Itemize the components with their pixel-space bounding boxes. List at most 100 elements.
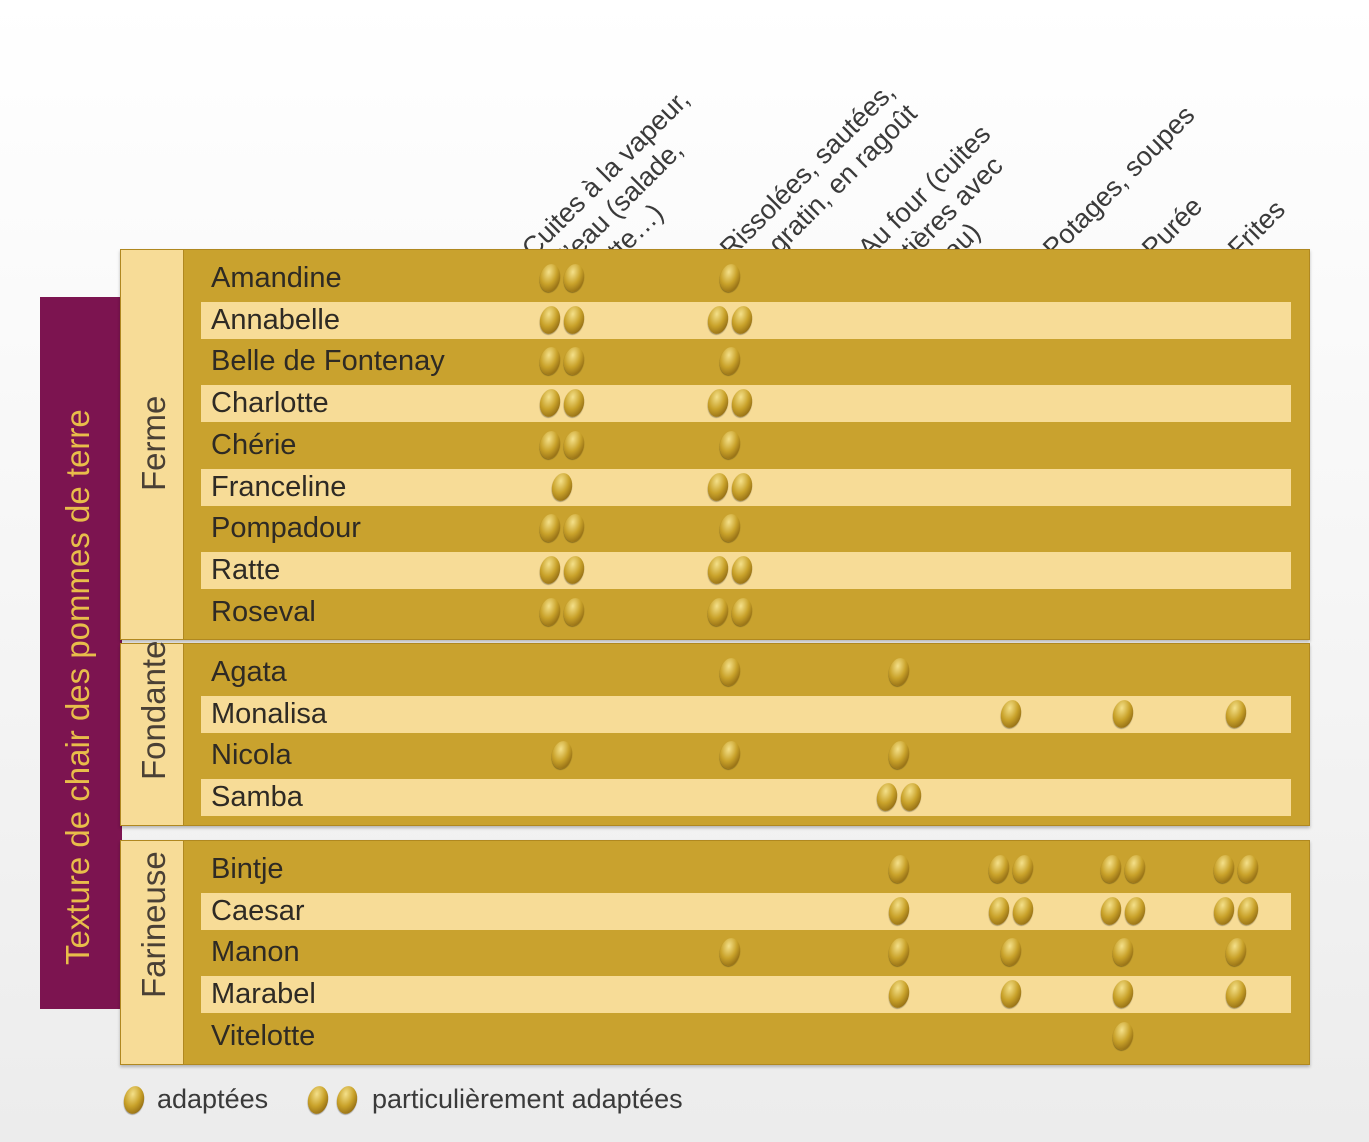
potato-icon [549,739,575,772]
group-label-cell: Ferme [121,250,184,640]
variety-name: Monalisa [211,697,328,730]
table-row: Franceline [201,468,1291,506]
potato-icon [561,429,587,461]
potato-icon [537,303,563,336]
potato-icon [537,595,563,628]
potato-icon [561,512,587,544]
potato-icon [998,697,1024,730]
potato-icon [561,387,587,419]
potato-icon [898,781,924,813]
potato-icon [1122,853,1148,885]
potato-icon [1122,894,1148,927]
potato-icon [1110,697,1136,730]
potato-icon [729,470,755,503]
potato-icon [886,853,912,885]
potato-icon [121,1084,147,1116]
potato-icon [986,894,1012,927]
legend-single-label: adaptées [157,1084,269,1114]
potato-icon [1223,697,1249,730]
potato-icon [717,429,743,461]
potato-icon [886,894,912,927]
variety-name: Caesar [211,894,305,927]
potato-icon [1211,894,1237,927]
potato-icon [729,303,755,336]
potato-icon [1235,853,1261,885]
group-label: Ferme [135,395,172,491]
table-row: Vitelotte [201,1018,1291,1055]
table-row: Caesar [201,892,1291,930]
texture-side-bar [40,297,122,1009]
group-label: Farineuse [135,851,172,999]
variety-name: Marabel [211,978,316,1011]
variety-name: Chérie [211,428,297,461]
potato-icon [1223,978,1249,1010]
group-label-cell: Fondante [121,640,184,825]
variety-name: Nicola [211,739,292,772]
potato-icon [1110,1020,1136,1052]
potato-icon [729,554,755,586]
potato-icon [537,512,563,544]
potato-icon [729,387,755,419]
table-row: Annabelle [201,301,1291,339]
group-farineuse: Farineuse Bintje Caesar Manon Marabel Vitelot… [120,840,1310,1065]
table-row: Agata [201,654,1291,691]
potato-icon [537,387,563,419]
table-row: Nicola [201,737,1291,774]
potato-icon [729,595,755,628]
variety-name: Annabelle [211,303,340,336]
potato-icon [537,262,563,294]
table-row: Manon [201,934,1291,971]
legend-double-label: particulièrement adaptées [372,1084,683,1114]
variety-name: Bintje [211,853,284,885]
potato-icon [305,1084,331,1116]
potato-icon [717,345,743,378]
table-row: Marabel [201,976,1291,1014]
variety-name: Roseval [211,595,316,628]
potato-icon [717,512,743,544]
table-row: Bintje [201,851,1291,888]
potato-icon [549,470,575,503]
potato-icon [1235,894,1261,927]
potato-icon [1110,978,1136,1010]
potato-icon [886,656,912,688]
variety-name: Belle de Fontenay [211,345,445,378]
variety-name: Samba [211,781,303,814]
potato-icon [537,429,563,461]
table-row: Amandine [201,260,1291,297]
potato-icon [998,978,1024,1010]
variety-name: Vitelotte [211,1019,316,1052]
variety-name: Pompadour [211,512,361,545]
table-row: Belle de Fontenay [201,343,1291,380]
variety-name: Ratte [211,553,281,586]
potato-icon [1223,936,1249,969]
table-row: Monalisa [201,695,1291,733]
potato-icon [561,595,587,628]
potato-icon [1010,894,1036,927]
potato-icon [1098,853,1124,885]
potato-icon [561,303,587,336]
potato-icon [705,554,731,586]
group-label: Fondante [135,640,172,781]
potato-icon [874,781,900,813]
table-row: Chérie [201,427,1291,464]
variety-name: Franceline [211,470,347,503]
potato-icon [998,936,1024,969]
potato-icon [717,262,743,294]
group-fondante: Fondante Agata Monalisa Nicola Samba [120,640,1310,826]
potato-icon [334,1084,360,1116]
potato-icon [1110,936,1136,969]
potato-icon [705,470,731,503]
potato-icon [537,554,563,586]
potato-icon [717,739,743,772]
potato-icon [705,303,731,336]
potato-icon [986,853,1012,885]
variety-name: Charlotte [211,387,329,420]
variety-name: Manon [211,936,300,969]
potato-icon [717,656,743,688]
table-row: Samba [201,779,1291,817]
potato-icon [561,345,587,378]
potato-icon [561,262,587,294]
table-row: Ratte [201,551,1291,589]
potato-icon [1010,853,1036,885]
table-row: Charlotte [201,385,1291,423]
